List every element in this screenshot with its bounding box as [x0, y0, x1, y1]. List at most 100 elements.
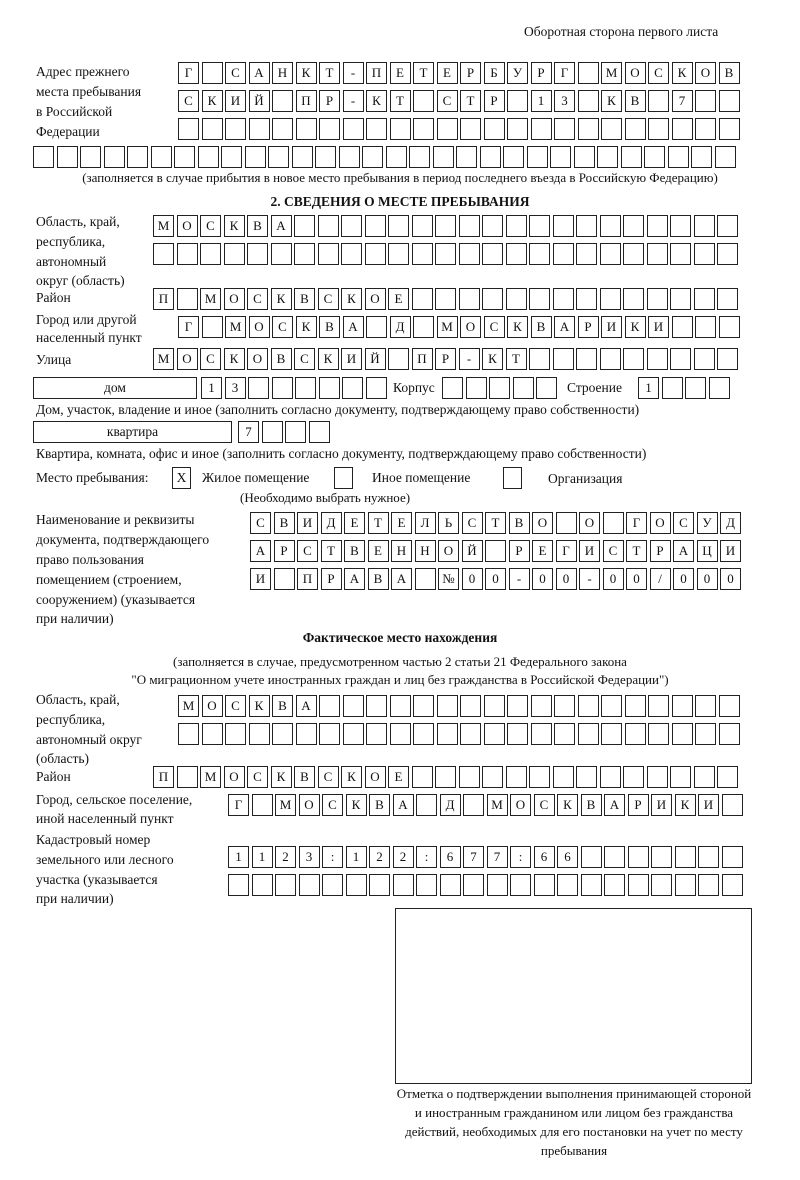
char-cell[interactable]: -	[579, 568, 600, 590]
char-cell[interactable]	[435, 215, 456, 237]
char-cell[interactable]	[225, 118, 246, 140]
char-cell[interactable]	[505, 243, 527, 265]
char-cell[interactable]: 3	[224, 377, 246, 399]
char-cell[interactable]	[150, 146, 172, 168]
char-cell[interactable]: У	[507, 62, 528, 84]
char-cell[interactable]	[576, 243, 597, 265]
char-cell[interactable]	[225, 723, 246, 745]
char-cell[interactable]: Б	[483, 62, 505, 84]
char-cell[interactable]: Е	[344, 512, 365, 534]
char-cell[interactable]	[458, 243, 480, 265]
char-cell[interactable]: 6	[533, 846, 555, 868]
char-cell[interactable]: И	[225, 90, 246, 112]
char-cell[interactable]	[671, 118, 693, 140]
char-cell[interactable]	[413, 90, 434, 112]
char-cell[interactable]	[317, 243, 339, 265]
char-cell[interactable]	[671, 316, 693, 338]
char-cell[interactable]	[671, 723, 693, 745]
char-cell[interactable]	[717, 215, 738, 237]
char-cell[interactable]: К	[345, 794, 367, 816]
char-cell[interactable]: К	[557, 794, 578, 816]
char-cell[interactable]	[550, 146, 571, 168]
char-cell[interactable]	[648, 723, 669, 745]
char-cell[interactable]: В	[530, 316, 552, 338]
char-cell[interactable]	[482, 243, 503, 265]
char-cell[interactable]	[693, 243, 715, 265]
char-cell[interactable]	[648, 90, 669, 112]
char-cell[interactable]: Д	[389, 316, 411, 338]
char-cell[interactable]	[529, 288, 550, 310]
char-cell[interactable]	[695, 316, 716, 338]
char-cell[interactable]	[667, 146, 689, 168]
char-cell[interactable]	[365, 377, 387, 399]
char-cell[interactable]: К	[270, 766, 292, 788]
char-cell[interactable]	[248, 118, 270, 140]
char-cell[interactable]	[416, 874, 437, 896]
char-cell[interactable]	[411, 766, 433, 788]
char-cell[interactable]	[646, 215, 668, 237]
char-cell[interactable]: К	[624, 316, 646, 338]
char-cell[interactable]	[604, 846, 625, 868]
char-cell[interactable]: Т	[367, 512, 389, 534]
char-cell[interactable]: Р	[530, 62, 552, 84]
char-cell[interactable]	[533, 874, 555, 896]
char-cell[interactable]	[536, 377, 557, 399]
char-cell[interactable]: 0	[485, 568, 506, 590]
char-cell[interactable]: М	[200, 288, 221, 310]
char-cell[interactable]: О	[510, 794, 531, 816]
char-cell[interactable]	[244, 146, 266, 168]
char-cell[interactable]	[580, 846, 602, 868]
char-cell[interactable]: О	[532, 512, 553, 534]
house-type-field[interactable]: дом	[33, 377, 197, 399]
char-cell[interactable]: П	[411, 348, 433, 370]
char-cell[interactable]	[695, 90, 716, 112]
char-cell[interactable]	[661, 377, 683, 399]
char-cell[interactable]: И	[250, 568, 271, 590]
char-cell[interactable]: И	[720, 540, 741, 562]
char-cell[interactable]	[529, 348, 550, 370]
char-cell[interactable]	[341, 215, 362, 237]
char-cell[interactable]	[530, 695, 552, 717]
char-cell[interactable]	[623, 215, 644, 237]
char-cell[interactable]: О	[460, 316, 481, 338]
char-cell[interactable]: Й	[461, 540, 483, 562]
char-cell[interactable]: В	[369, 794, 390, 816]
char-cell[interactable]: И	[579, 540, 600, 562]
char-cell[interactable]	[604, 874, 625, 896]
char-cell[interactable]	[507, 90, 528, 112]
building-row[interactable]: 1	[638, 377, 732, 399]
char-cell[interactable]	[432, 146, 454, 168]
char-cell[interactable]: С	[250, 512, 271, 534]
char-cell[interactable]	[251, 874, 273, 896]
char-cell[interactable]	[695, 695, 716, 717]
char-cell[interactable]: Ь	[438, 512, 459, 534]
char-cell[interactable]	[366, 723, 387, 745]
char-cell[interactable]	[197, 146, 219, 168]
char-cell[interactable]: С	[322, 794, 343, 816]
char-cell[interactable]: 0	[696, 568, 718, 590]
char-cell[interactable]	[599, 243, 621, 265]
char-cell[interactable]	[345, 874, 367, 896]
char-cell[interactable]: 0	[602, 568, 624, 590]
char-cell[interactable]: С	[533, 794, 555, 816]
char-cell[interactable]: Р	[483, 90, 505, 112]
char-cell[interactable]	[272, 118, 293, 140]
char-cell[interactable]	[465, 377, 487, 399]
char-cell[interactable]	[576, 348, 597, 370]
char-cell[interactable]: Р	[577, 316, 599, 338]
char-cell[interactable]	[693, 766, 715, 788]
char-cell[interactable]	[389, 695, 411, 717]
char-cell[interactable]	[268, 146, 289, 168]
char-cell[interactable]	[270, 243, 292, 265]
char-cell[interactable]: В	[508, 512, 530, 534]
char-cell[interactable]	[176, 288, 198, 310]
char-cell[interactable]	[178, 118, 199, 140]
char-cell[interactable]	[670, 243, 691, 265]
flat-type-field[interactable]: квартира	[33, 421, 232, 443]
char-cell[interactable]	[717, 288, 738, 310]
char-cell[interactable]: Р	[649, 540, 671, 562]
char-cell[interactable]	[601, 723, 622, 745]
